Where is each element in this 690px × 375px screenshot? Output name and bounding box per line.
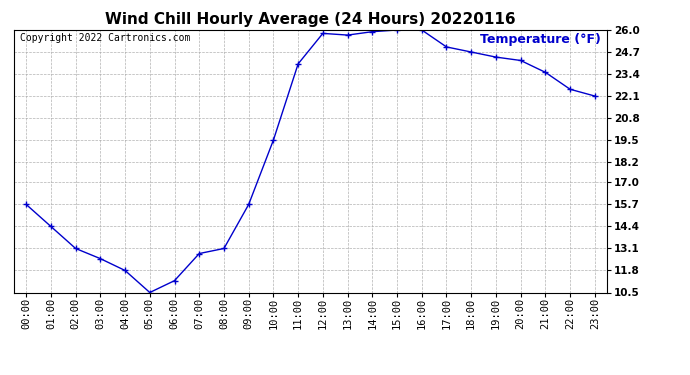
Text: Copyright 2022 Cartronics.com: Copyright 2022 Cartronics.com — [20, 33, 190, 43]
Title: Wind Chill Hourly Average (24 Hours) 20220116: Wind Chill Hourly Average (24 Hours) 202… — [105, 12, 516, 27]
Text: Temperature (°F): Temperature (°F) — [480, 33, 601, 46]
